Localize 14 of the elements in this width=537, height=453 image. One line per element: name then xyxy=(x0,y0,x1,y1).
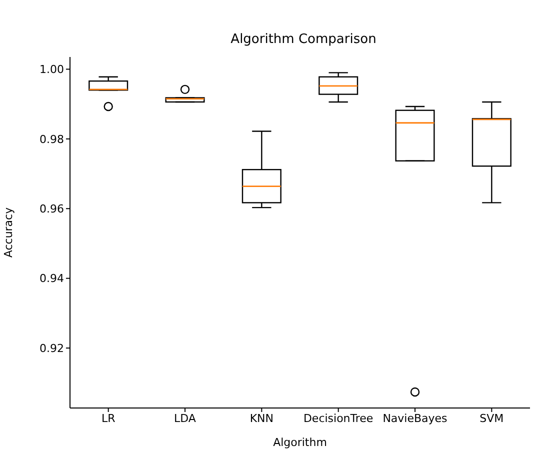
x-axis-title: Algorithm xyxy=(273,436,327,449)
x-tick-label: SVM xyxy=(480,412,504,425)
x-tick-label: NavieBayes xyxy=(382,412,448,425)
y-tick-label: 0.98 xyxy=(40,132,64,146)
y-axis-title: Accuracy xyxy=(2,206,15,258)
x-tick-label: DecisionTree xyxy=(303,412,374,425)
x-tick-label: KNN xyxy=(250,412,274,425)
y-tick-label: 0.94 xyxy=(40,272,64,286)
x-tick-label: LR xyxy=(101,412,116,425)
y-tick-label: 0.92 xyxy=(40,342,64,355)
y-tick-label: 0.96 xyxy=(40,202,64,216)
x-tick-label: LDA xyxy=(174,412,196,425)
chart-title: Algorithm Comparison xyxy=(230,32,376,47)
y-tick-label: 1.00 xyxy=(40,63,64,76)
